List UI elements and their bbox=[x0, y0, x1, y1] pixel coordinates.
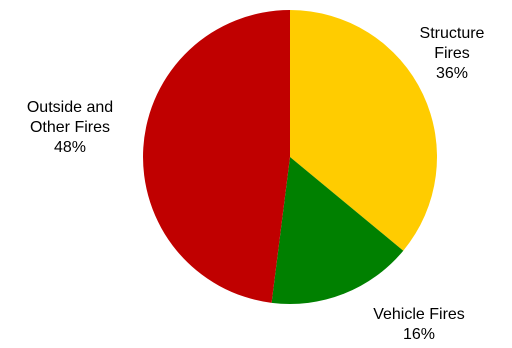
pie-slice-outside-and-other-fires bbox=[143, 10, 290, 303]
slice-label-line: 16% bbox=[403, 326, 435, 343]
slice-label-structure-fires: Structure Fires 36% bbox=[420, 25, 485, 82]
slice-label-line: 36% bbox=[436, 65, 468, 82]
slice-label-line: Other Fires bbox=[30, 119, 110, 136]
slice-label-line: Fires bbox=[434, 45, 470, 62]
slice-label-outside-and-other-fires: Outside and Other Fires 48% bbox=[27, 99, 113, 156]
slice-label-vehicle-fires: Vehicle Fires 16% bbox=[373, 306, 465, 343]
pie-slice-vehicle-fires bbox=[271, 157, 404, 304]
slice-label-line: Structure bbox=[420, 25, 485, 42]
slice-label-line: Vehicle Fires bbox=[373, 306, 465, 323]
pie-slice-structure-fires bbox=[290, 10, 438, 251]
slice-label-line: Outside and bbox=[27, 99, 113, 116]
pie-slices bbox=[143, 10, 438, 304]
pie-labels: Structure Fires 36% Vehicle Fires 16% Outside… bbox=[27, 25, 485, 343]
slice-label-line: 48% bbox=[54, 139, 86, 156]
